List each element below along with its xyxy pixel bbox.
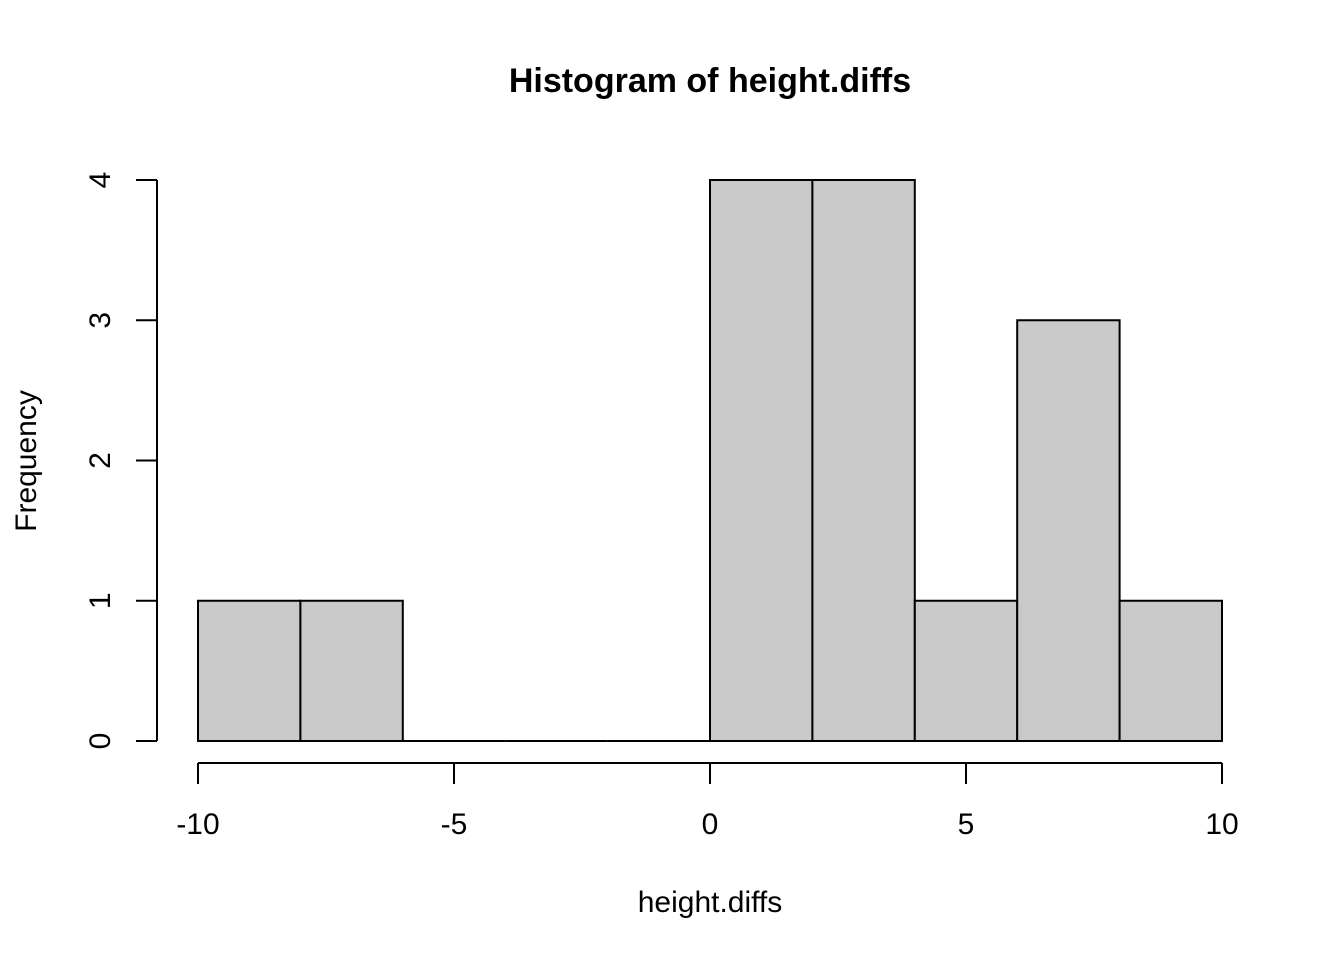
x-tick-label: 5 xyxy=(958,808,975,841)
histogram-bar-6 xyxy=(812,180,914,741)
x-tick-label: 0 xyxy=(702,808,719,841)
histogram-bar-0 xyxy=(198,601,300,741)
y-tick-label: 4 xyxy=(84,172,117,189)
y-tick-label: 1 xyxy=(84,592,117,609)
x-axis-label: height.diffs xyxy=(638,886,783,919)
histogram-bar-7 xyxy=(915,601,1017,741)
y-tick-label: 3 xyxy=(84,312,117,329)
y-tick-label: 0 xyxy=(84,733,117,750)
x-axis: -10 -5 0 5 10 xyxy=(176,763,1238,841)
chart-title: Histogram of height.diffs xyxy=(509,62,911,100)
histogram-bar-5 xyxy=(710,180,812,741)
x-tick-label: -10 xyxy=(176,808,219,841)
histogram-bar-1 xyxy=(300,601,402,741)
histogram-bar-8 xyxy=(1017,320,1119,741)
histogram-bar-9 xyxy=(1120,601,1222,741)
y-axis: 0 1 2 3 4 xyxy=(84,172,157,750)
y-tick-label: 2 xyxy=(84,452,117,469)
bars-layer xyxy=(198,180,1222,741)
x-tick-label: -5 xyxy=(441,808,468,841)
x-tick-label: 10 xyxy=(1205,808,1238,841)
y-axis-label: Frequency xyxy=(10,390,43,532)
